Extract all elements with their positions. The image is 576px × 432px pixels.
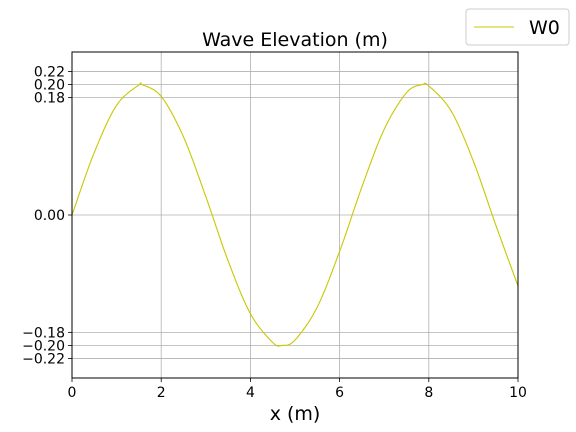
chart-title: Wave Elevation (m) — [202, 29, 388, 51]
legend-label-w0: W0 — [529, 17, 560, 39]
x-tick-label: 0 — [68, 385, 77, 401]
y-tick-label: −0.20 — [22, 338, 65, 354]
x-axis-label: x (m) — [270, 403, 321, 425]
legend-box — [465, 8, 570, 46]
x-tick-label: 4 — [246, 385, 255, 401]
x-axis: 0 2 4 6 8 10 — [68, 378, 527, 401]
x-tick-label: 2 — [157, 385, 166, 401]
x-tick-label: 6 — [335, 385, 344, 401]
series-line-w0 — [71, 82, 519, 347]
y-tick-label: −0.18 — [22, 325, 65, 341]
legend: W0 — [465, 8, 570, 46]
y-tick-label: 0.00 — [34, 208, 65, 224]
x-tick-label: 10 — [509, 385, 527, 401]
y-tick-label: 0.22 — [34, 65, 65, 81]
y-axis: −0.22−0.20−0.18 0.00 0.180.200.22 — [22, 65, 72, 367]
series-layer — [71, 82, 519, 347]
grid-lines — [71, 52, 519, 378]
y-tick-label: 0.20 — [34, 78, 65, 94]
y-tick-label: 0.18 — [34, 91, 65, 107]
y-tick-label: −0.22 — [22, 351, 65, 367]
x-tick-label: 8 — [424, 385, 433, 401]
